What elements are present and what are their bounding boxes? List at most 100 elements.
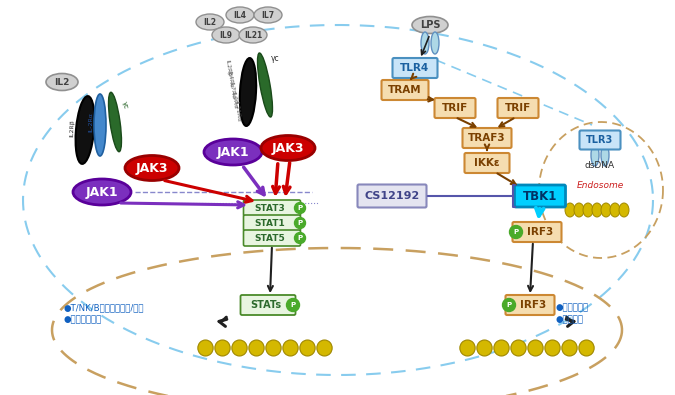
- Circle shape: [502, 299, 516, 312]
- Text: IRF3: IRF3: [527, 227, 553, 237]
- Ellipse shape: [212, 27, 240, 43]
- Ellipse shape: [619, 203, 629, 217]
- Text: ●T/NK/B淋巴细胞分化/增殖: ●T/NK/B淋巴细胞分化/增殖: [63, 303, 144, 312]
- Text: TLR4: TLR4: [400, 63, 429, 73]
- Text: TRAF3: TRAF3: [468, 133, 506, 143]
- FancyBboxPatch shape: [580, 130, 620, 149]
- FancyBboxPatch shape: [464, 153, 510, 173]
- Text: STAT1: STAT1: [254, 218, 286, 228]
- FancyBboxPatch shape: [244, 230, 300, 246]
- Ellipse shape: [125, 156, 179, 181]
- Ellipse shape: [460, 340, 475, 356]
- Ellipse shape: [494, 340, 509, 356]
- FancyBboxPatch shape: [497, 98, 539, 118]
- Text: IL-2Rα: IL-2Rα: [88, 112, 94, 132]
- Text: IRF3: IRF3: [520, 300, 546, 310]
- Ellipse shape: [528, 340, 543, 356]
- Text: TRAM: TRAM: [388, 85, 422, 95]
- Text: JAK3: JAK3: [136, 162, 168, 175]
- Text: STAT3: STAT3: [254, 203, 286, 213]
- Text: IL2Rβ: IL2Rβ: [70, 119, 75, 137]
- Ellipse shape: [574, 203, 584, 217]
- FancyBboxPatch shape: [514, 185, 566, 207]
- Text: γc: γc: [121, 100, 129, 110]
- Text: Endosome: Endosome: [576, 181, 624, 190]
- Text: IL7: IL7: [261, 11, 275, 19]
- Ellipse shape: [601, 203, 611, 217]
- Ellipse shape: [317, 340, 332, 356]
- Ellipse shape: [249, 340, 264, 356]
- Text: TRIF: TRIF: [442, 103, 468, 113]
- Circle shape: [294, 218, 306, 228]
- Ellipse shape: [545, 340, 560, 356]
- Ellipse shape: [76, 96, 95, 164]
- Ellipse shape: [240, 58, 256, 126]
- Ellipse shape: [198, 340, 213, 356]
- Text: TLR3: TLR3: [587, 135, 614, 145]
- Text: ●抗感染免疫: ●抗感染免疫: [556, 303, 589, 312]
- Ellipse shape: [196, 14, 224, 30]
- Ellipse shape: [591, 144, 599, 166]
- Ellipse shape: [239, 27, 267, 43]
- Circle shape: [510, 226, 522, 239]
- Text: IL21: IL21: [244, 30, 262, 40]
- Ellipse shape: [592, 203, 602, 217]
- Text: JAK1: JAK1: [217, 145, 249, 158]
- Ellipse shape: [601, 144, 609, 166]
- Circle shape: [294, 233, 306, 243]
- Text: IL2Rβ: IL2Rβ: [225, 59, 232, 77]
- Circle shape: [286, 299, 300, 312]
- FancyBboxPatch shape: [381, 80, 429, 100]
- Text: ●免疫记忆维持: ●免疫记忆维持: [63, 316, 101, 325]
- Ellipse shape: [579, 340, 594, 356]
- Text: P: P: [298, 235, 302, 241]
- FancyBboxPatch shape: [358, 184, 427, 207]
- Text: IL9: IL9: [219, 30, 232, 40]
- Text: CS12192: CS12192: [364, 191, 420, 201]
- Text: IL21Rα: IL21Rα: [234, 100, 241, 122]
- Ellipse shape: [511, 340, 526, 356]
- Text: IL9Rα: IL9Rα: [230, 91, 238, 109]
- Text: P: P: [506, 302, 512, 308]
- Text: ●炎症反应: ●炎症反应: [556, 316, 584, 325]
- FancyBboxPatch shape: [244, 215, 300, 231]
- Text: TRIF: TRIF: [505, 103, 531, 113]
- Text: dsDNA: dsDNA: [585, 160, 615, 169]
- Text: IKKε: IKKε: [474, 158, 500, 168]
- Text: P: P: [298, 205, 302, 211]
- Ellipse shape: [204, 139, 262, 165]
- FancyBboxPatch shape: [435, 98, 475, 118]
- FancyBboxPatch shape: [512, 222, 562, 242]
- Text: P: P: [290, 302, 296, 308]
- Text: P: P: [514, 229, 518, 235]
- Ellipse shape: [226, 7, 254, 23]
- Text: STAT5: STAT5: [254, 233, 286, 243]
- Ellipse shape: [412, 17, 448, 34]
- Ellipse shape: [583, 203, 593, 217]
- FancyBboxPatch shape: [240, 295, 296, 315]
- Ellipse shape: [283, 340, 298, 356]
- Ellipse shape: [261, 135, 315, 160]
- Text: IL2: IL2: [54, 77, 70, 87]
- Ellipse shape: [610, 203, 620, 217]
- Text: JAK3: JAK3: [272, 141, 304, 154]
- Text: JAK1: JAK1: [86, 186, 118, 199]
- Ellipse shape: [46, 73, 78, 90]
- FancyBboxPatch shape: [506, 295, 554, 315]
- Ellipse shape: [109, 92, 121, 152]
- FancyBboxPatch shape: [244, 200, 300, 216]
- Ellipse shape: [266, 340, 281, 356]
- Text: LPS: LPS: [420, 20, 440, 30]
- Text: TBK1: TBK1: [523, 190, 557, 203]
- Ellipse shape: [257, 53, 273, 117]
- Text: IL7Rα: IL7Rα: [228, 81, 236, 99]
- Ellipse shape: [477, 340, 492, 356]
- Text: P: P: [298, 220, 302, 226]
- Ellipse shape: [94, 94, 106, 156]
- Ellipse shape: [300, 340, 315, 356]
- Ellipse shape: [215, 340, 230, 356]
- Text: IL4Rα: IL4Rα: [227, 70, 234, 88]
- Ellipse shape: [254, 7, 282, 23]
- Text: IL4: IL4: [234, 11, 246, 19]
- Circle shape: [294, 203, 306, 214]
